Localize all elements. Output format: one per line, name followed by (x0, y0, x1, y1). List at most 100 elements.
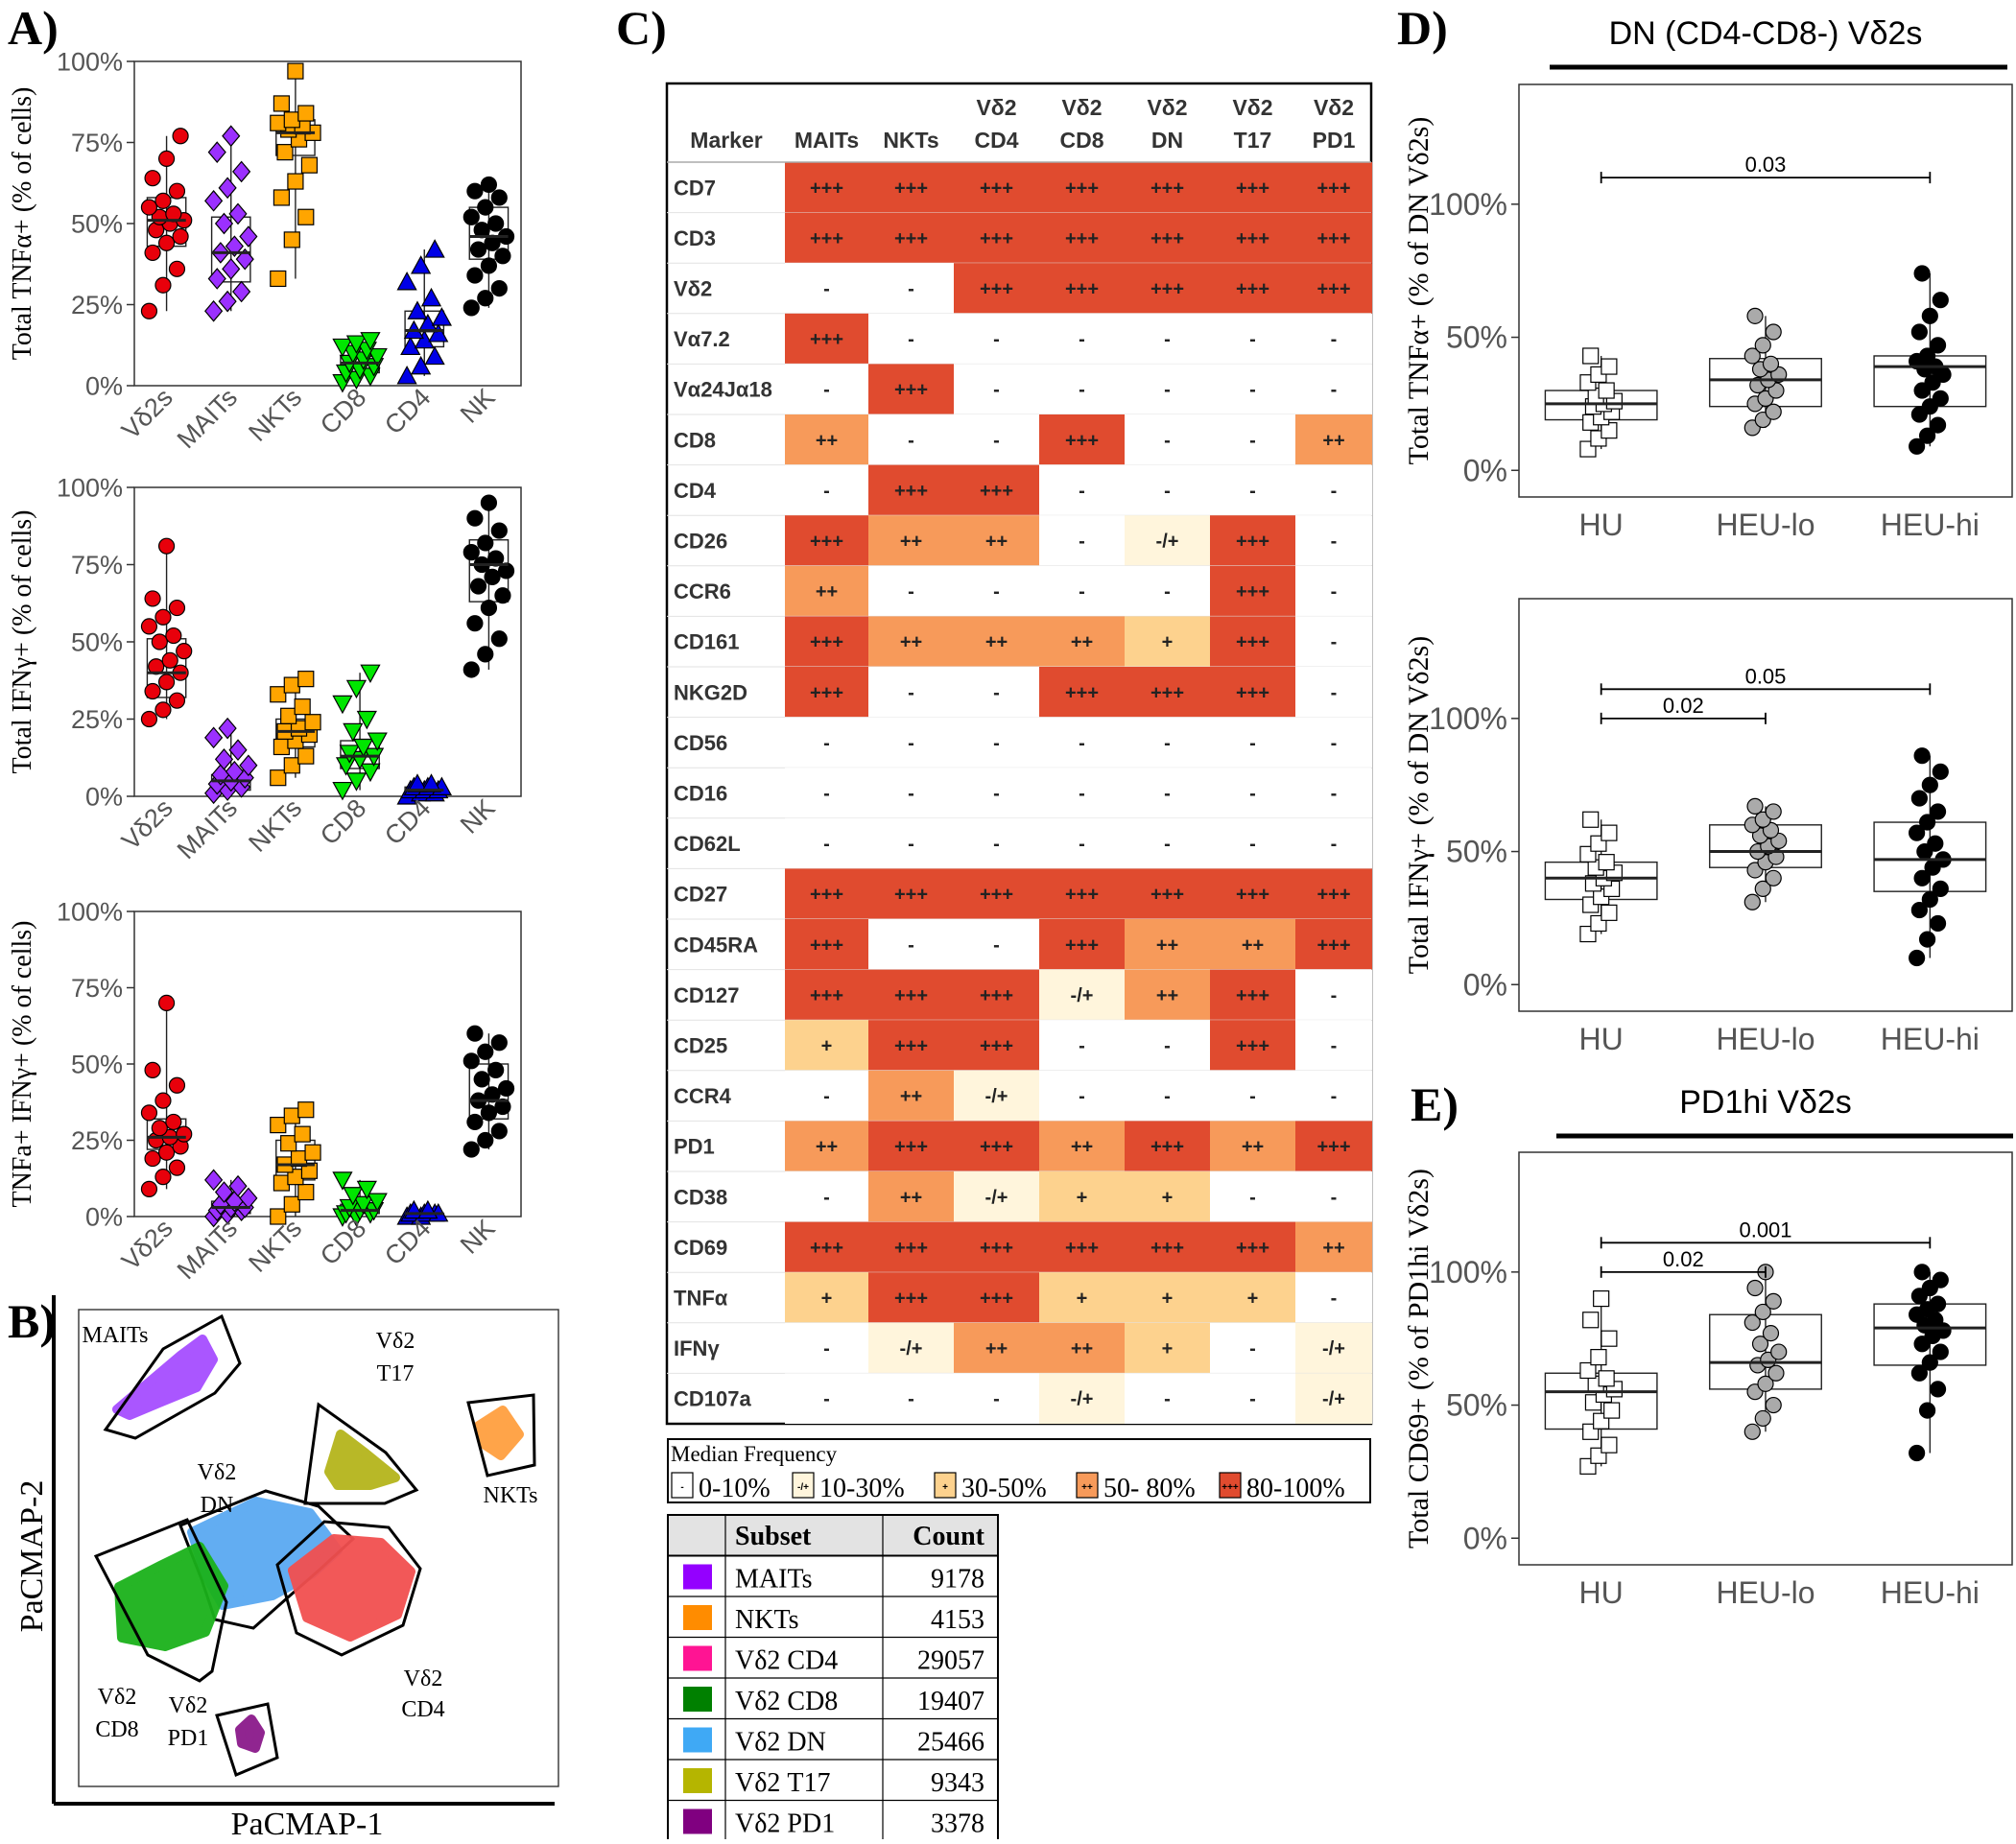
heatmap-row-CD8: CD8 ++ - - +++ - - ++ (667, 414, 1372, 465)
cell-value: - (1331, 834, 1338, 855)
y-tick-label: 50% (71, 1050, 123, 1078)
heatmap-row-CD62L: CD62L - - - - - - - (667, 817, 1372, 869)
point (168, 182, 186, 200)
point (1743, 1313, 1761, 1332)
point (1921, 890, 1938, 909)
point (477, 199, 494, 216)
cell-value: + (1077, 1288, 1088, 1310)
heatmap-cell (1039, 969, 1125, 1021)
heatmap-cell (1295, 464, 1372, 516)
heatmap-cell (785, 868, 868, 919)
cell-value: +++ (1150, 885, 1184, 906)
point (407, 300, 428, 319)
point (367, 1193, 388, 1212)
point (462, 1141, 480, 1158)
point (225, 235, 244, 257)
point (462, 1052, 480, 1070)
heatmap-cell (1125, 969, 1210, 1021)
point (283, 111, 300, 129)
point (270, 686, 287, 703)
point (1909, 437, 1926, 455)
heatmap-cell (868, 1322, 954, 1374)
cluster-points (235, 1714, 265, 1753)
point (214, 1181, 234, 1203)
cell-value: +++ (1065, 934, 1099, 956)
point (228, 1174, 248, 1197)
cluster-Vδ2-CD8: Vδ2 CD8 (93, 1518, 228, 1742)
cell-value: - (1079, 784, 1085, 805)
y-tick-label: 50% (1446, 320, 1507, 355)
cell-value: - (993, 380, 1000, 401)
point (477, 290, 494, 307)
heatmap-cell (954, 1020, 1039, 1071)
point (214, 212, 234, 235)
y-tick-label: 0% (1463, 453, 1507, 487)
table-row: Vδ2 T17 9343 (668, 1759, 998, 1798)
cell-value: - (1331, 581, 1338, 603)
point (494, 248, 511, 265)
y-tick-label: 100% (1429, 187, 1507, 222)
cell-value: +++ (1065, 885, 1099, 906)
plot-frame (133, 910, 522, 1218)
cell-value: +++ (810, 985, 843, 1006)
series-CD4 (396, 1199, 449, 1225)
series-MAITs (204, 1169, 258, 1228)
marker-label: CD27 (674, 883, 727, 907)
cell-value: - (908, 934, 914, 956)
cell-value: - (908, 329, 914, 350)
heatmap-cell (1039, 1020, 1125, 1071)
point (1746, 307, 1764, 324)
column-header: CD8 (1059, 128, 1103, 153)
heatmap-cell (1125, 1373, 1210, 1424)
subset-name: MAITs (735, 1565, 813, 1595)
heatmap-cell (1210, 969, 1295, 1021)
cell-value: -/+ (1071, 985, 1094, 1006)
y-axis-label: Total CD69+ (% of PD1hi Vδ2s) (1403, 1169, 1435, 1548)
cell-value: +++ (810, 934, 843, 956)
point (1743, 347, 1761, 365)
heatmap-cell (1210, 817, 1295, 869)
cell-value: ++ (1156, 985, 1178, 1006)
cell-value: - (908, 682, 914, 703)
y-tick-label: 50% (71, 627, 123, 656)
cell-value: - (1331, 532, 1338, 553)
heatmap-cell (868, 1221, 954, 1273)
point (494, 587, 511, 604)
cell-value: - (1164, 430, 1171, 451)
cluster-label: CD4 (401, 1697, 444, 1722)
cell-value: - (993, 1389, 1000, 1410)
x-tick-label: CD8 (315, 383, 371, 439)
point (154, 276, 172, 294)
heatmap-cell (954, 1322, 1039, 1374)
cell-value: - (1164, 1389, 1171, 1410)
cell-value: ++ (1156, 934, 1178, 956)
point (157, 994, 176, 1012)
heatmap-cell (1125, 212, 1210, 264)
point (239, 754, 258, 777)
point (228, 739, 248, 762)
cell-value: +++ (1150, 1137, 1184, 1158)
marker-label: NKG2D (674, 680, 747, 704)
cell-value: +++ (1236, 1036, 1269, 1057)
cell-value: - (1331, 1036, 1338, 1057)
cell-value: + (1077, 1187, 1088, 1208)
point (297, 671, 315, 688)
heatmap-cell (1210, 1171, 1295, 1222)
p-value: 0.001 (1739, 1218, 1791, 1241)
heatmap-cell (1295, 667, 1372, 718)
heatmap-row-CD161: CD161 +++ ++ ++ ++ + +++ - (667, 615, 1372, 667)
cell-value: +++ (810, 885, 843, 906)
point (396, 366, 417, 385)
y-tick-label: 25% (71, 291, 123, 319)
heatmap-cell (1039, 162, 1125, 213)
cell-value: - (908, 1389, 914, 1410)
point (466, 1025, 484, 1042)
plot-frame (133, 60, 522, 387)
point (1932, 390, 1949, 407)
cell-value: +++ (894, 985, 928, 1006)
heatmap-cell (1210, 919, 1295, 970)
point (1757, 1375, 1774, 1392)
cluster-label: T17 (377, 1361, 415, 1386)
heatmap-cell (785, 263, 868, 314)
